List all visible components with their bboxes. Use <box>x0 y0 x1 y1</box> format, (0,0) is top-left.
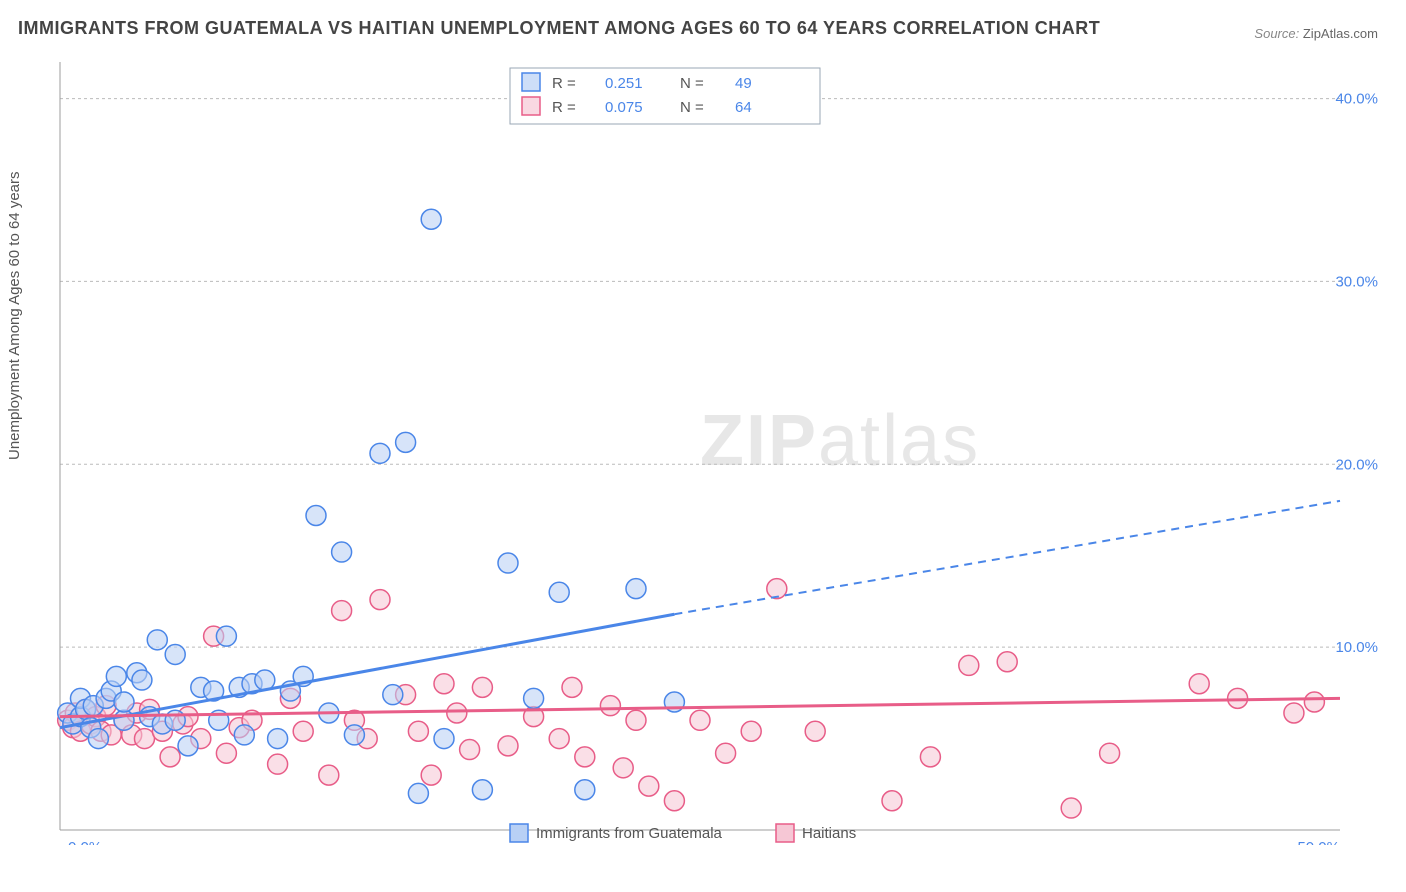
legend-swatch <box>776 824 794 842</box>
data-point <box>165 710 185 730</box>
data-point <box>332 601 352 621</box>
data-point <box>216 743 236 763</box>
data-point <box>664 791 684 811</box>
data-point <box>498 736 518 756</box>
legend-swatch <box>522 97 540 115</box>
y-tick-label: 20.0% <box>1335 456 1378 473</box>
data-point <box>216 626 236 646</box>
data-point <box>165 644 185 664</box>
data-point <box>114 692 134 712</box>
data-point <box>1304 692 1324 712</box>
data-point <box>134 729 154 749</box>
source-attribution: Source: ZipAtlas.com <box>1254 26 1378 41</box>
y-axis-label: Unemployment Among Ages 60 to 64 years <box>6 171 23 460</box>
data-point <box>716 743 736 763</box>
data-point <box>421 765 441 785</box>
legend-r-label: R = <box>552 99 576 116</box>
trend-line-extrapolated <box>674 501 1340 614</box>
correlation-chart: 10.0% 20.0% 30.0% 40.0% 0.0% 50.0% R = 0.251 N =… <box>50 50 1380 845</box>
data-point <box>575 780 595 800</box>
data-point <box>626 579 646 599</box>
data-point <box>562 677 582 697</box>
data-point <box>600 696 620 716</box>
legend-n-value: 64 <box>735 99 752 116</box>
data-point <box>613 758 633 778</box>
data-point <box>575 747 595 767</box>
data-point <box>805 721 825 741</box>
data-point <box>178 736 198 756</box>
legend-swatch <box>522 73 540 91</box>
data-point <box>344 725 364 745</box>
data-point <box>1100 743 1120 763</box>
data-point <box>741 721 761 741</box>
data-point <box>319 765 339 785</box>
data-point <box>408 721 428 741</box>
y-tick-label: 30.0% <box>1335 273 1378 290</box>
y-tick-label: 40.0% <box>1335 91 1378 108</box>
data-point <box>160 747 180 767</box>
data-point <box>106 666 126 686</box>
data-point <box>306 505 326 525</box>
data-point <box>690 710 710 730</box>
data-point <box>549 582 569 602</box>
data-point <box>498 553 518 573</box>
data-point <box>268 729 288 749</box>
legend-series-label: Haitians <box>802 825 856 842</box>
chart-title: IMMIGRANTS FROM GUATEMALA VS HAITIAN UNE… <box>18 18 1100 39</box>
data-point <box>1189 674 1209 694</box>
data-point <box>370 590 390 610</box>
legend-r-label: R = <box>552 75 576 92</box>
data-point <box>626 710 646 730</box>
legend-r-value: 0.251 <box>605 75 643 92</box>
data-point <box>524 688 544 708</box>
x-tick-label: 0.0% <box>68 839 102 845</box>
legend-n-value: 49 <box>735 75 752 92</box>
legend-series-label: Immigrants from Guatemala <box>536 825 723 842</box>
data-point <box>472 677 492 697</box>
data-point <box>472 780 492 800</box>
data-point <box>147 630 167 650</box>
y-tick-label: 10.0% <box>1335 639 1378 656</box>
data-point <box>959 655 979 675</box>
data-point <box>370 443 390 463</box>
data-point <box>767 579 787 599</box>
legend-swatch <box>510 824 528 842</box>
data-point <box>88 729 108 749</box>
data-point <box>1061 798 1081 818</box>
data-point <box>421 209 441 229</box>
data-point <box>639 776 659 796</box>
data-point <box>293 721 313 741</box>
data-point <box>549 729 569 749</box>
data-point <box>268 754 288 774</box>
legend-n-label: N = <box>680 99 704 116</box>
x-tick-label: 50.0% <box>1297 839 1340 845</box>
data-point <box>1284 703 1304 723</box>
data-point <box>234 725 254 745</box>
data-point <box>434 729 454 749</box>
data-point <box>460 740 480 760</box>
data-point <box>396 432 416 452</box>
legend-n-label: N = <box>680 75 704 92</box>
source-label: Source: <box>1254 26 1299 41</box>
data-point <box>332 542 352 562</box>
data-point <box>383 685 403 705</box>
data-point <box>920 747 940 767</box>
data-point <box>434 674 454 694</box>
data-point <box>447 703 467 723</box>
series-haitians <box>58 579 1325 818</box>
data-point <box>408 783 428 803</box>
legend-r-value: 0.075 <box>605 99 643 116</box>
data-point <box>997 652 1017 672</box>
data-point <box>132 670 152 690</box>
data-point <box>882 791 902 811</box>
source-value: ZipAtlas.com <box>1303 26 1378 41</box>
